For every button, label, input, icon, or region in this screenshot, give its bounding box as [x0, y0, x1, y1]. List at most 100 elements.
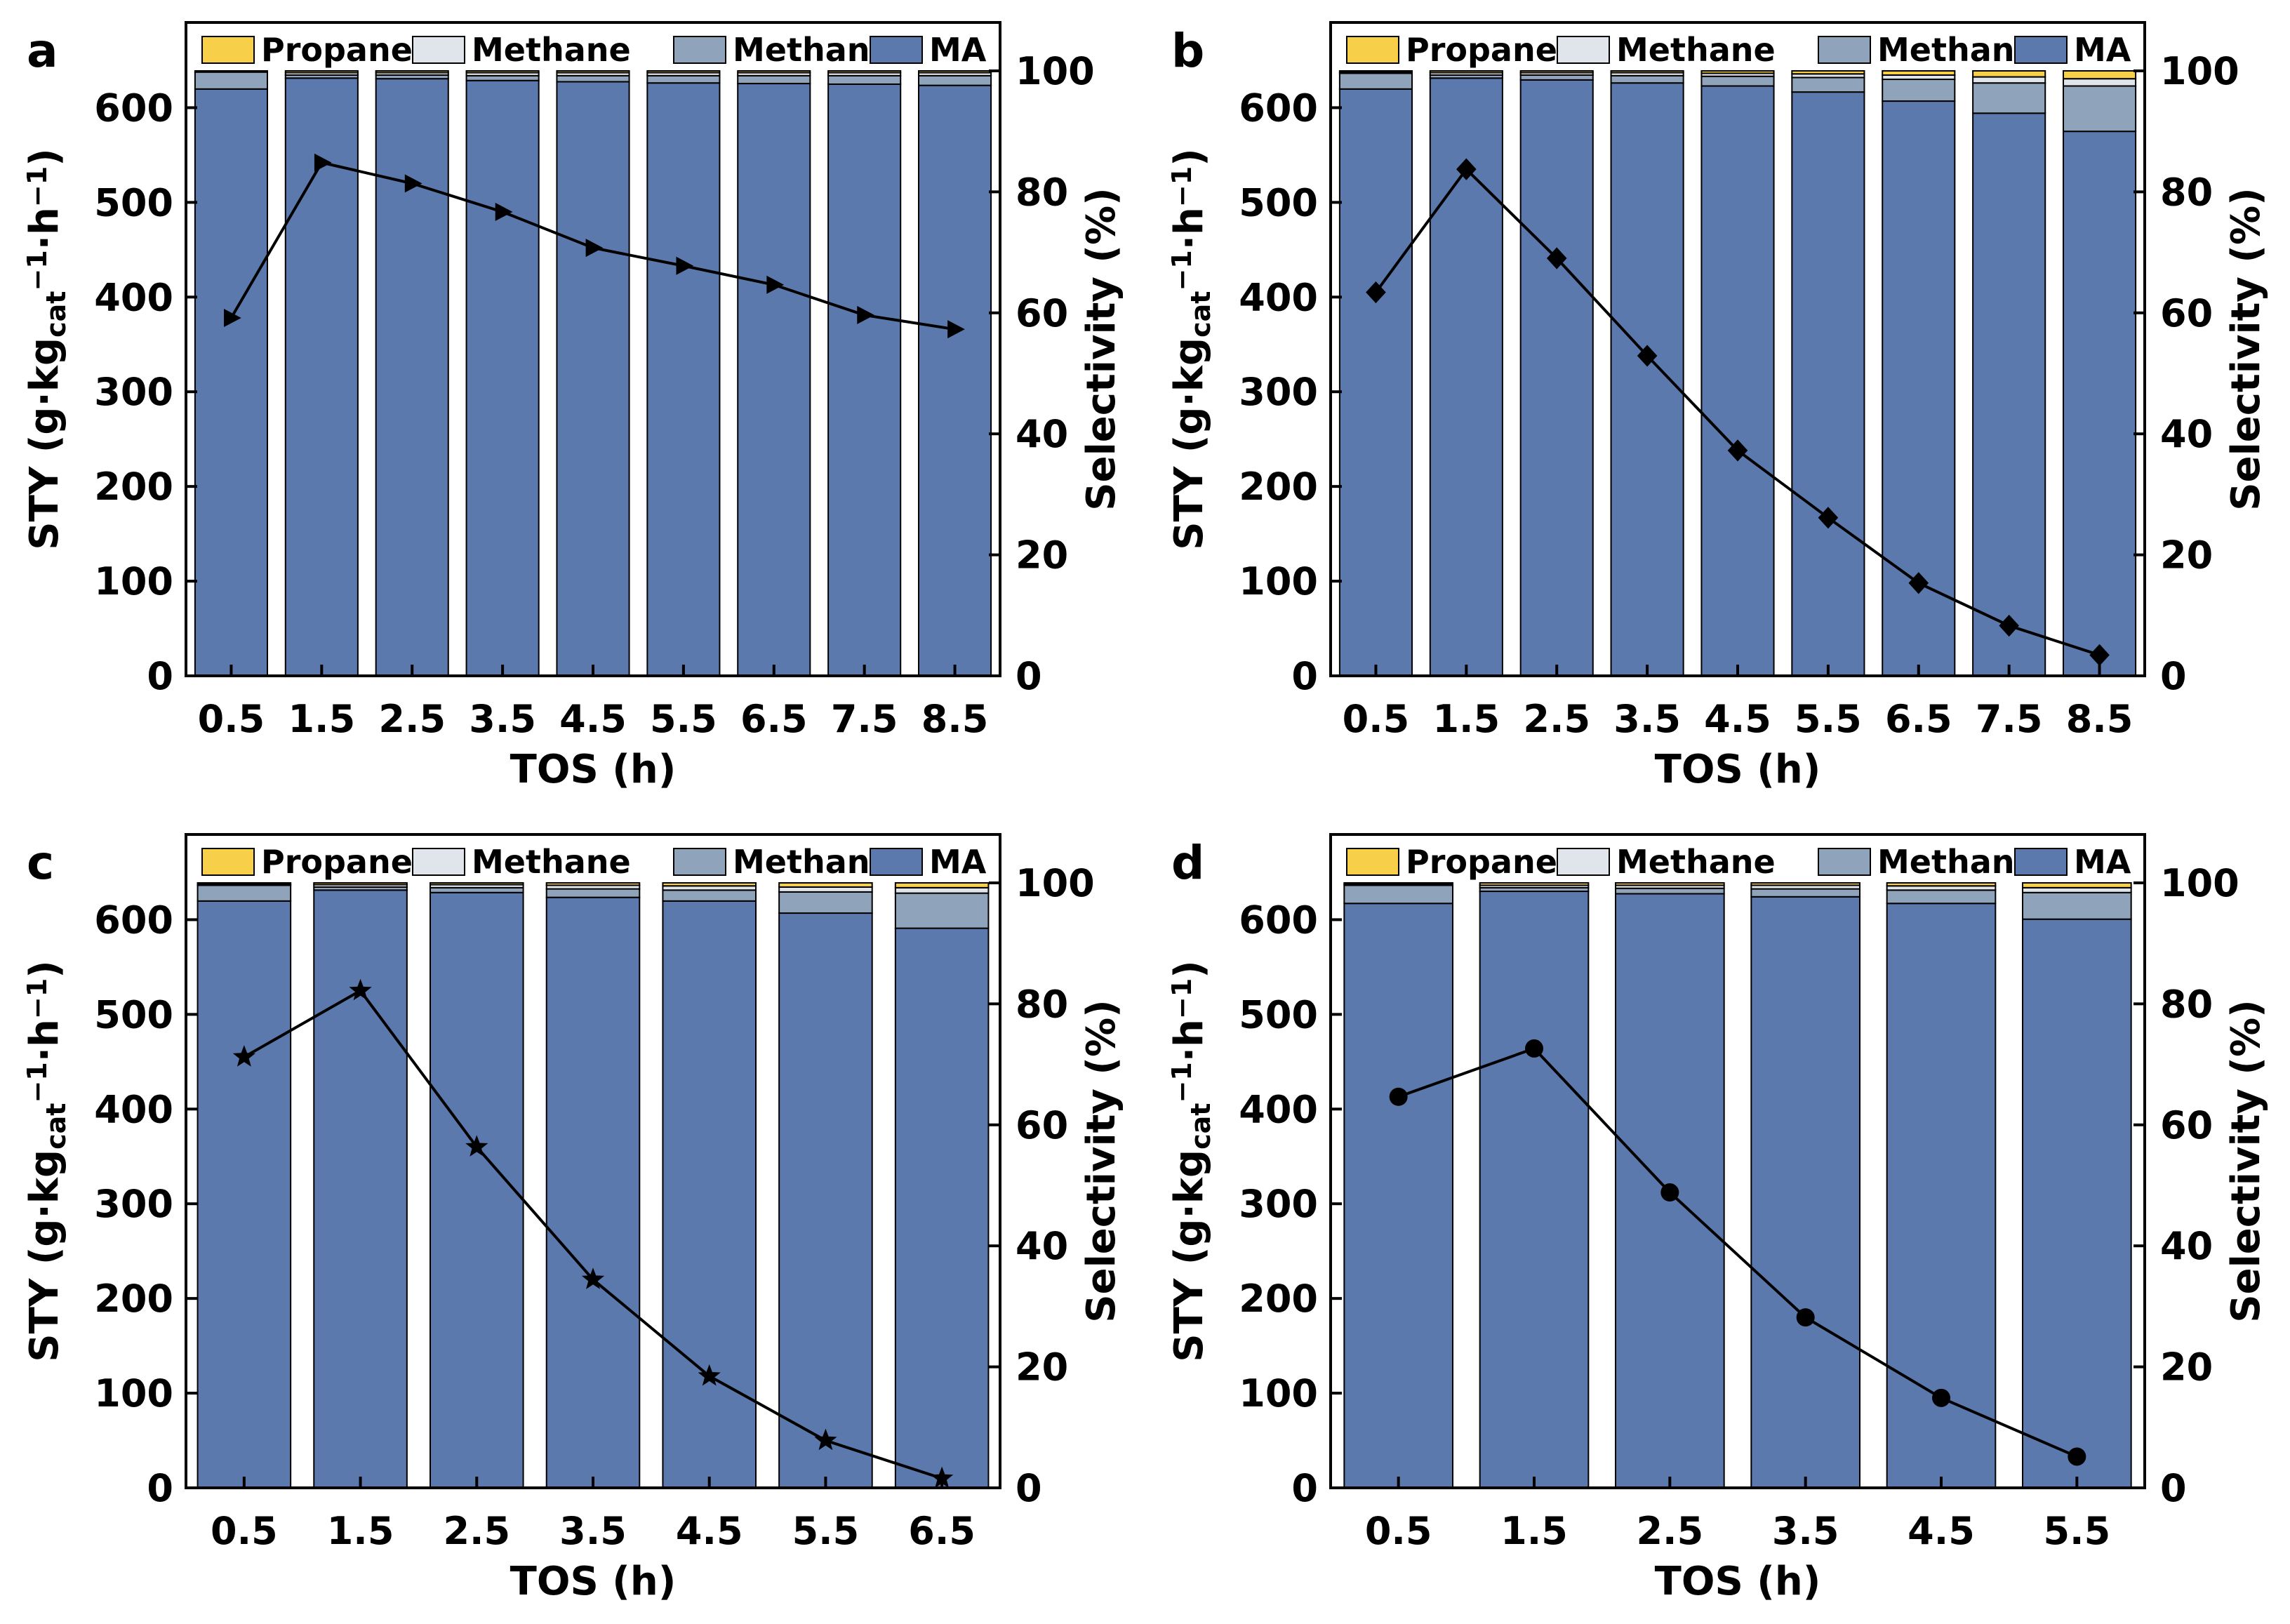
y-tick-label: 400: [94, 275, 173, 319]
bar-segment-propane: [1750, 881, 1860, 886]
bar-segment-propane: [1882, 69, 1956, 76]
y2-tick-label: 60: [2160, 1103, 2213, 1147]
y2-tick-label: 40: [2160, 1224, 2213, 1268]
x-tick-label: 2.5: [378, 697, 446, 741]
y-title-superscript: −1: [1166, 250, 1197, 291]
y-tick-label: 600: [94, 86, 173, 130]
bar-segment-ma: [1610, 82, 1684, 677]
y-title-superscript-2: −1: [1166, 166, 1197, 207]
bar-segment-ma: [894, 927, 990, 1489]
bar-segment-methanol: [1343, 884, 1454, 905]
x-tick-label: 5.5: [1795, 697, 1862, 741]
y2-axis-title: Selectivity (%): [2223, 187, 2269, 510]
y-title-close: ): [1166, 960, 1212, 978]
y-title-tail: ·h: [22, 207, 67, 250]
bar-segment-propane: [737, 69, 811, 74]
x-tick-label: 3.5: [1772, 1509, 1839, 1553]
y-tick-label: 200: [1239, 1277, 1318, 1321]
y-title-main: STY (g·kg: [22, 1150, 67, 1362]
bar-segment-propane: [197, 881, 292, 885]
legend-swatch-methane: [412, 36, 465, 64]
y-title-superscript: −1: [22, 1062, 53, 1103]
y2-tick-label: 20: [1016, 1345, 1068, 1390]
bar-segment-propane: [1700, 69, 1775, 74]
bar-segment-ma: [1972, 112, 2046, 677]
x-tick-label: 0.5: [211, 1509, 278, 1553]
y-title-subscript: cat: [41, 291, 72, 338]
y2-tick-label: 20: [2160, 1345, 2213, 1390]
x-tick-label: 7.5: [831, 697, 898, 741]
bar-segment-propane: [1791, 69, 1865, 75]
bar-segment-ma: [556, 81, 630, 677]
y-tick-label: 100: [94, 559, 173, 604]
x-tick-label: 8.5: [2066, 697, 2133, 741]
bar-segment-propane: [1610, 69, 1684, 74]
x-tick-label: 6.5: [740, 697, 808, 741]
y-tick-label: 200: [1239, 465, 1318, 509]
bar-segment-methanol: [1700, 75, 1775, 87]
bar-segment-methanol: [194, 71, 268, 90]
y2-tick-label: 80: [1016, 982, 1068, 1026]
bar-segment-ma: [918, 84, 992, 677]
panel-letter: a: [27, 24, 58, 78]
y2-tick-label: 80: [2160, 982, 2213, 1026]
bar-segment-propane: [545, 881, 641, 886]
bar-segment-methanol: [556, 74, 630, 83]
y-title-superscript: −1: [22, 250, 53, 291]
bar-segment-methanol: [2063, 85, 2137, 133]
bar-group: [1338, 69, 2137, 677]
bar-segment-propane: [556, 69, 630, 74]
x-tick-label: 4.5: [1908, 1509, 1975, 1553]
bar-segment-ma: [1343, 903, 1454, 1489]
legend-label-methane: Methane: [1616, 843, 1776, 881]
bar-segment-propane: [430, 881, 524, 886]
y-tick-label: 300: [94, 1182, 173, 1226]
x-tick-label: 5.5: [650, 697, 717, 741]
y2-tick-label: 0: [1016, 1466, 1042, 1510]
bar-segment-propane: [918, 69, 992, 74]
y-tick-label: 300: [1239, 1182, 1318, 1226]
bar-group: [197, 881, 990, 1489]
bar-segment-methanol: [1615, 887, 1725, 895]
legend-swatch-methane: [1557, 848, 1610, 876]
panel-letter: b: [1171, 24, 1204, 78]
panel-letter: d: [1171, 836, 1204, 890]
sty-point-marker: [585, 239, 604, 258]
bar-segment-propane: [313, 881, 408, 886]
y-tick-label: 0: [1291, 654, 1318, 698]
legend-swatch-propane: [201, 36, 255, 64]
sty-point-marker: [1366, 281, 1386, 304]
legend-label-methane: Methane: [472, 843, 631, 881]
bar-segment-methanol: [918, 74, 992, 86]
y2-tick-label: 40: [1016, 412, 1068, 456]
bar-segment-ma: [737, 83, 811, 677]
legend-swatch-ma: [870, 36, 923, 64]
bar-segment-methanol: [465, 74, 540, 81]
bar-group: [1343, 881, 2132, 1489]
bar-segment-propane: [1519, 69, 1594, 74]
sty-point-marker: [2089, 644, 2110, 666]
bar-segment-propane: [284, 69, 359, 74]
sty-point-marker: [495, 202, 513, 221]
sty-point-marker: [232, 1045, 255, 1067]
y-tick-label: 500: [94, 992, 173, 1037]
y-title-tail: ·h: [1166, 207, 1212, 250]
legend-label-propane: Propane: [261, 843, 413, 881]
plot-frame: [1329, 833, 2146, 1489]
bar-segment-methanol: [894, 892, 990, 929]
x-tick-label: 1.5: [1500, 1509, 1568, 1553]
legend-label-methane: Methane: [1616, 31, 1776, 69]
y-tick-label: 300: [94, 370, 173, 414]
bar-segment-ma: [662, 900, 757, 1489]
y-tick-label: 400: [1239, 1087, 1318, 1131]
y2-axis-title: Selectivity (%): [1079, 999, 1124, 1322]
bar-segment-ma: [465, 79, 540, 677]
bar-segment-propane: [1972, 69, 2046, 78]
y-title-superscript-2: −1: [22, 978, 53, 1019]
sty-point-marker: [314, 153, 332, 172]
y2-tick-label: 0: [2160, 1466, 2187, 1510]
bar-segment-ma: [1700, 85, 1775, 677]
bar-segment-methanol: [1519, 74, 1594, 81]
bar-segment-propane: [375, 69, 449, 74]
y2-tick-label: 0: [2160, 654, 2187, 698]
